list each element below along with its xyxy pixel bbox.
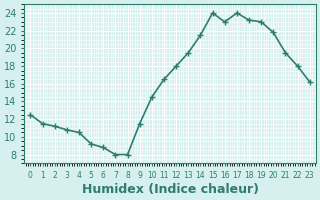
X-axis label: Humidex (Indice chaleur): Humidex (Indice chaleur): [82, 183, 259, 196]
